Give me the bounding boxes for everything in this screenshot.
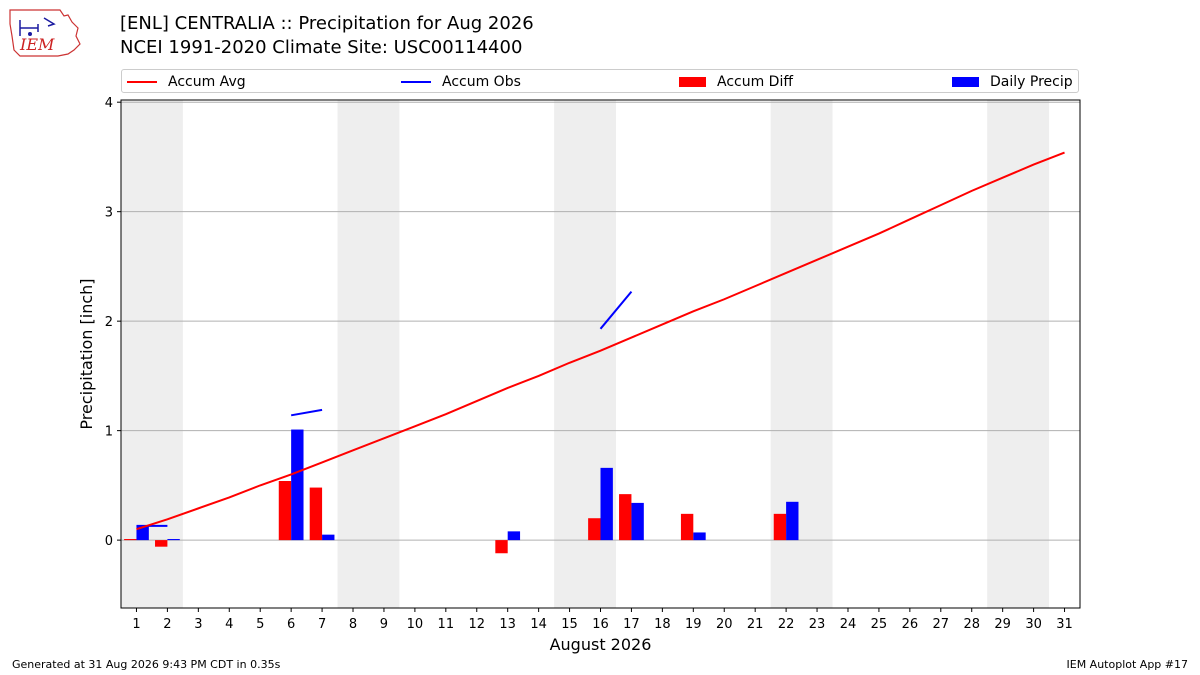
x-tick-label: 18 [654,617,671,632]
daily-precip-bar [507,531,521,541]
accum-diff-bar [155,540,168,547]
chart-subtitle: NCEI 1991-2020 Climate Site: USC00114400 [120,37,523,58]
accum-obs-line [290,408,323,417]
y-tick-label: 4 [105,96,113,111]
legend-item-daily-precip: Daily Precip [952,73,1073,91]
daily-precip-bar [136,525,149,541]
daily-precip-bar [167,539,180,541]
x-tick-label: 8 [349,617,357,632]
x-axis-label: August 2026 [550,635,652,654]
x-tick-label: 12 [468,617,485,632]
x-tick-label: 5 [256,617,264,632]
accum-diff-bar [619,494,632,541]
x-tick-label: 10 [407,617,424,632]
x-tick-label: 11 [438,617,455,632]
x-tick-label: 6 [287,617,295,632]
daily-precip-bar [631,502,644,541]
x-tick-label: 30 [1025,617,1042,632]
x-tick-label: 1 [132,617,140,632]
x-tick-label: 9 [380,617,388,632]
x-tick-label: 2 [163,617,171,632]
x-tick-label: 13 [499,617,516,632]
legend-item-accum-avg: Accum Avg [127,73,246,91]
legend-swatch [127,81,157,83]
x-tick-label: 19 [685,617,702,632]
app-footer: IEM Autoplot App #17 [1066,658,1189,671]
legend-label: Accum Avg [168,74,246,90]
daily-precip-bar [322,534,335,541]
svg-text:IEM: IEM [19,35,55,54]
x-tick-label: 25 [871,617,888,632]
daily-precip-bar [600,467,613,541]
accum-diff-bar [309,487,323,541]
legend-swatch [952,77,979,87]
weekend-shade [987,100,1050,608]
x-tick-label: 17 [623,617,640,632]
weekend-shade [121,100,183,608]
weekend-shade [337,100,400,608]
accum-diff-bar [495,540,508,554]
y-axis-label: Precipitation [inch] [77,278,96,429]
legend-label: Accum Obs [442,74,521,90]
legend-label: Accum Diff [717,74,794,90]
x-tick-label: 26 [902,617,919,632]
y-tick-label: 2 [105,315,113,330]
accum-diff-bar [278,481,292,541]
accum-obs-line [599,290,633,330]
daily-precip-bar [786,501,799,541]
x-tick-label: 21 [747,617,764,632]
legend-item-accum-diff: Accum Diff [679,73,793,91]
x-tick-label: 22 [778,617,795,632]
iem-logo: IEM [9,9,81,57]
x-tick-label: 4 [225,617,233,632]
daily-precip-bar [693,532,706,541]
x-tick-label: 16 [592,617,609,632]
x-tick-label: 27 [933,617,950,632]
x-tick-label: 7 [318,617,326,632]
legend-swatch [401,81,431,83]
accum-diff-bar [588,518,601,541]
legend-item-accum-obs: Accum Obs [401,73,521,91]
x-tick-label: 29 [994,617,1011,632]
generated-footer: Generated at 31 Aug 2026 9:43 PM CDT in … [12,658,281,671]
x-tick-label: 20 [716,617,733,632]
x-tick-label: 23 [809,617,826,632]
x-tick-label: 28 [963,617,980,632]
chart-legend: Accum Avg Accum Obs Accum Diff Daily Pre… [121,69,1079,93]
legend-label: Daily Precip [990,74,1073,90]
accum-diff-bar [680,513,694,541]
x-tick-label: 3 [194,617,202,632]
y-tick-label: 3 [105,206,113,221]
accum-avg-line [136,151,1065,531]
y-tick-label: 1 [105,425,113,440]
accum-diff-bar [124,539,137,541]
x-tick-label: 24 [840,617,857,632]
x-tick-label: 14 [530,617,547,632]
y-tick-label: 0 [105,534,113,549]
daily-precip-bar [291,429,304,541]
x-tick-label: 31 [1056,617,1073,632]
accum-diff-bar [773,513,787,541]
chart-title: [ENL] CENTRALIA :: Precipitation for Aug… [120,13,534,34]
x-tick-label: 15 [561,617,578,632]
legend-swatch [679,77,706,87]
